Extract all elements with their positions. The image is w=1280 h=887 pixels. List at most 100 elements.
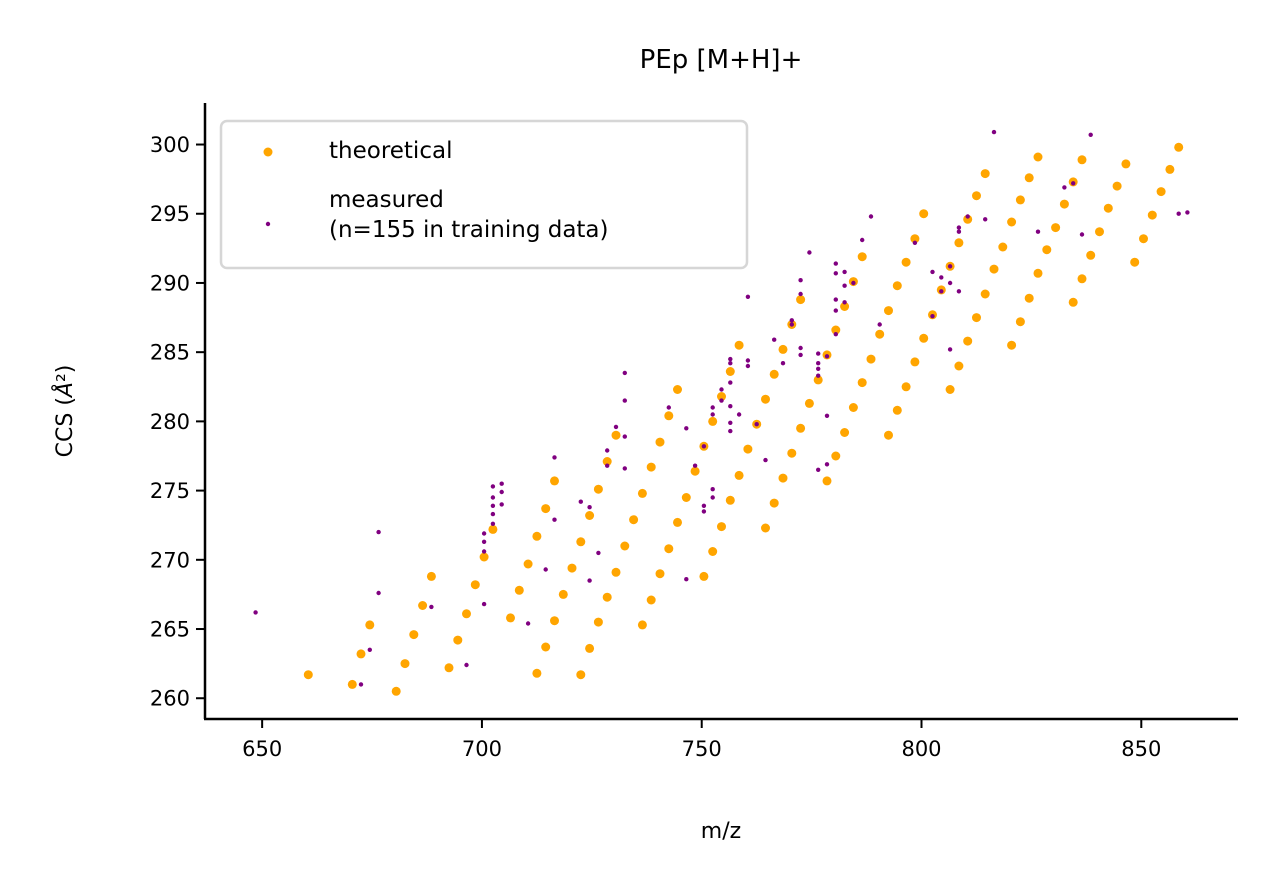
measured-point [499,481,504,486]
theoretical-point [426,571,436,581]
theoretical-point [576,537,586,547]
theoretical-point [822,476,832,486]
measured-point [947,280,953,286]
legend-label-measured: measured (n=155 in training data) [329,187,609,243]
measured-point [1035,229,1041,234]
theoretical-point [585,511,595,520]
theoretical-point [1130,257,1140,267]
theoretical-point [954,238,964,248]
theoretical-point [761,394,770,404]
theoretical-point [655,569,665,579]
theoretical-point [761,523,770,533]
measured-point [622,370,627,376]
measured-point [816,373,821,378]
measured-point [789,322,794,327]
measured-point [710,405,715,410]
measured-point [525,621,531,626]
theoretical-point [1033,268,1043,278]
measured-point [605,463,610,468]
theoretical-point [708,547,718,556]
theoretical-point [690,466,700,476]
theoretical-point [602,457,612,466]
measured-point [622,466,627,471]
theoretical-point [514,585,524,595]
measured-point [991,129,997,135]
theoretical-point [655,437,665,447]
theoretical-point [787,448,797,458]
measured-point [1185,210,1190,215]
measured-point [666,405,671,410]
theoretical-point [1095,227,1104,237]
theoretical-point [963,214,973,224]
measured-point [930,314,935,319]
theoretical-point [1024,293,1034,303]
measured-point [939,275,944,280]
theoretical-point [1077,274,1087,284]
measured-point [728,356,733,362]
theoretical-point [910,357,920,367]
y-tick-label: 275 [150,479,190,503]
theoretical-point [637,620,647,630]
theoretical-point [488,524,498,534]
measured-point [1079,232,1085,237]
x-tick-label: 650 [242,737,282,761]
theoretical-point [919,333,929,343]
theoretical-point [972,191,981,201]
measured-point [587,505,592,510]
theoretical-point [813,375,823,385]
measured-point [481,549,487,554]
measured-point [816,467,821,472]
theoretical-point [919,209,929,219]
measured-point [490,521,496,526]
x-tick-label: 850 [1121,737,1161,761]
legend: theoretical measured (n=155 in training … [219,119,749,270]
theoretical-point [901,382,911,392]
theoretical-point [541,642,551,652]
legend-box [219,119,749,270]
y-tick-label: 270 [150,548,190,572]
theoretical-point [576,670,586,680]
theoretical-point [734,470,744,480]
theoretical-point [804,398,814,408]
theoretical-point [840,302,850,311]
theoretical-point [1147,210,1157,220]
theoretical-point [664,544,674,554]
theoretical-point [1024,173,1034,183]
theoretical-point [602,592,612,602]
measured-point [816,351,821,356]
theoretical-point [708,416,718,426]
theoretical-point [1103,203,1113,213]
measured-point [429,604,434,610]
measured-point [965,214,970,219]
theoretical-point [1007,340,1017,350]
measured-point [710,487,715,492]
measured-point [789,318,794,323]
theoretical-point [699,571,709,581]
theoretical-point [593,484,603,494]
measured-point [719,387,724,392]
theoretical-point [769,498,779,508]
legend-label-measured-line-2: (n=155 in training data) [329,217,609,243]
measured-point [798,278,803,283]
theoretical-point [637,488,647,498]
legend-marker-theoretical [263,147,273,157]
measured-point [710,412,715,417]
y-tick-label: 290 [150,271,190,295]
theoretical-point [998,242,1008,252]
measured-point [833,332,838,337]
theoretical-point [857,252,867,262]
theoretical-point [1059,199,1069,209]
theoretical-point [848,403,858,412]
measured-point [833,308,838,313]
measured-point [710,495,715,500]
measured-point [842,283,847,288]
x-tick-label: 800 [901,737,941,761]
measured-point [605,448,610,453]
theoretical-point [1007,217,1017,227]
theoretical-point [901,257,911,267]
measured-point [701,509,707,514]
measured-point [745,294,751,299]
measured-point [772,337,777,342]
theoretical-point [673,385,682,394]
theoretical-point [523,559,533,569]
